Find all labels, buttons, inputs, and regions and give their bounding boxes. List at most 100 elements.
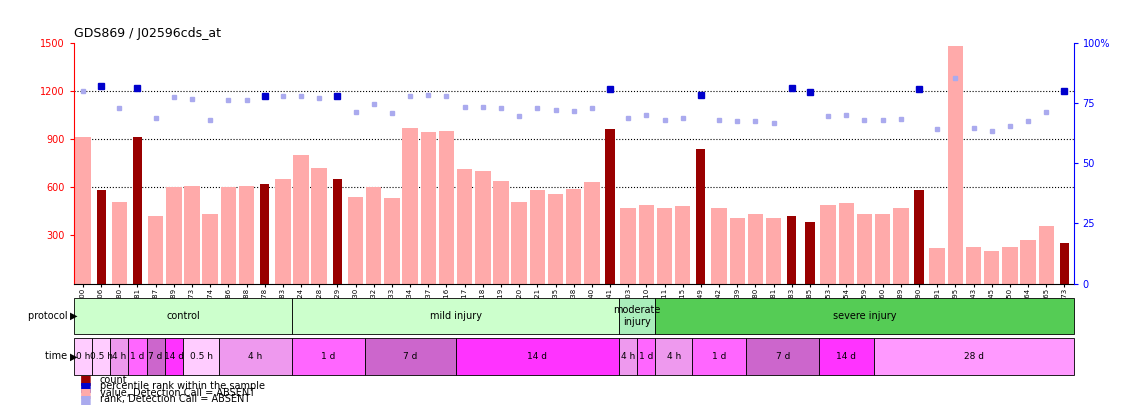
Text: 7 d: 7 d xyxy=(776,352,790,361)
Text: 4 h: 4 h xyxy=(621,352,635,361)
Bar xyxy=(819,338,874,375)
Bar xyxy=(711,208,727,284)
Text: 1 d: 1 d xyxy=(640,352,653,361)
Bar xyxy=(620,208,636,284)
Bar xyxy=(766,217,782,284)
Bar xyxy=(619,298,655,334)
Text: 14 d: 14 d xyxy=(527,352,548,361)
Text: time: time xyxy=(45,352,70,361)
Bar xyxy=(220,187,236,284)
Bar xyxy=(420,132,436,284)
Text: ■: ■ xyxy=(80,386,91,399)
Bar xyxy=(929,248,945,284)
Bar xyxy=(133,137,142,284)
Bar xyxy=(820,205,836,284)
Text: GDS869 / J02596cds_at: GDS869 / J02596cds_at xyxy=(74,27,220,40)
Bar xyxy=(787,216,796,284)
Bar xyxy=(384,198,400,284)
Bar xyxy=(402,128,418,284)
Text: 7 d: 7 d xyxy=(149,352,162,361)
Text: ■: ■ xyxy=(80,393,91,405)
Text: ▶: ▶ xyxy=(70,352,78,361)
Bar xyxy=(457,169,473,284)
Bar xyxy=(92,338,110,375)
Bar xyxy=(893,208,909,284)
Bar xyxy=(260,184,269,284)
Bar xyxy=(366,187,382,284)
Bar xyxy=(128,338,147,375)
Bar xyxy=(165,338,183,375)
Bar xyxy=(202,214,218,284)
Bar xyxy=(675,207,691,284)
Bar xyxy=(493,181,509,284)
Text: 4 h: 4 h xyxy=(249,352,262,361)
Bar xyxy=(914,190,924,284)
Bar xyxy=(456,338,619,375)
Bar xyxy=(1038,226,1054,284)
Text: 0.5 h: 0.5 h xyxy=(190,352,212,361)
Bar xyxy=(183,338,219,375)
Bar xyxy=(947,46,963,284)
Bar xyxy=(239,185,254,284)
Bar xyxy=(657,208,673,284)
Bar xyxy=(1002,247,1018,284)
Bar xyxy=(333,179,342,284)
Text: ▶: ▶ xyxy=(70,311,78,321)
Bar xyxy=(984,252,1000,284)
Bar xyxy=(746,338,819,375)
Text: control: control xyxy=(166,311,200,321)
Text: 7 d: 7 d xyxy=(403,352,417,361)
Text: rank, Detection Call = ABSENT: rank, Detection Call = ABSENT xyxy=(100,394,250,404)
Text: protocol: protocol xyxy=(27,311,70,321)
Text: percentile rank within the sample: percentile rank within the sample xyxy=(100,382,265,391)
Bar xyxy=(874,338,1074,375)
Bar xyxy=(292,338,365,375)
Bar xyxy=(475,171,491,284)
Bar xyxy=(1020,240,1036,284)
Bar xyxy=(511,202,527,284)
Text: ■: ■ xyxy=(80,380,91,393)
Text: 1 d: 1 d xyxy=(321,352,335,361)
Text: moderate
injury: moderate injury xyxy=(613,305,661,327)
Text: 0 h: 0 h xyxy=(76,352,90,361)
Bar xyxy=(219,338,292,375)
Bar xyxy=(110,338,128,375)
Text: 1 d: 1 d xyxy=(131,352,144,361)
Bar xyxy=(184,185,200,284)
Text: 14 d: 14 d xyxy=(164,352,184,361)
Bar xyxy=(293,155,309,284)
Bar xyxy=(696,149,705,284)
Text: value, Detection Call = ABSENT: value, Detection Call = ABSENT xyxy=(100,388,256,398)
Bar xyxy=(655,338,692,375)
Bar xyxy=(966,247,982,284)
Bar xyxy=(875,214,891,284)
Text: count: count xyxy=(100,375,127,385)
Bar xyxy=(348,197,364,284)
Text: severe injury: severe injury xyxy=(833,311,896,321)
Bar xyxy=(619,338,637,375)
Bar xyxy=(529,190,545,284)
Bar xyxy=(292,298,619,334)
Text: ■: ■ xyxy=(80,373,91,386)
Text: 1 d: 1 d xyxy=(712,352,726,361)
Bar xyxy=(166,187,182,284)
Bar xyxy=(147,338,165,375)
Bar xyxy=(605,129,615,284)
Bar xyxy=(637,338,655,375)
Bar xyxy=(97,190,106,284)
Text: 28 d: 28 d xyxy=(963,352,984,361)
Bar xyxy=(548,194,563,284)
Bar xyxy=(148,216,164,284)
Bar xyxy=(805,222,815,284)
Bar xyxy=(74,338,92,375)
Bar xyxy=(365,338,456,375)
Bar xyxy=(857,214,872,284)
Bar xyxy=(111,202,127,284)
Bar xyxy=(566,189,582,284)
Bar xyxy=(655,298,1074,334)
Text: 4 h: 4 h xyxy=(667,352,680,361)
Text: 0.5 h: 0.5 h xyxy=(90,352,112,361)
Text: 4 h: 4 h xyxy=(112,352,126,361)
Bar xyxy=(638,205,654,284)
Text: 14 d: 14 d xyxy=(836,352,857,361)
